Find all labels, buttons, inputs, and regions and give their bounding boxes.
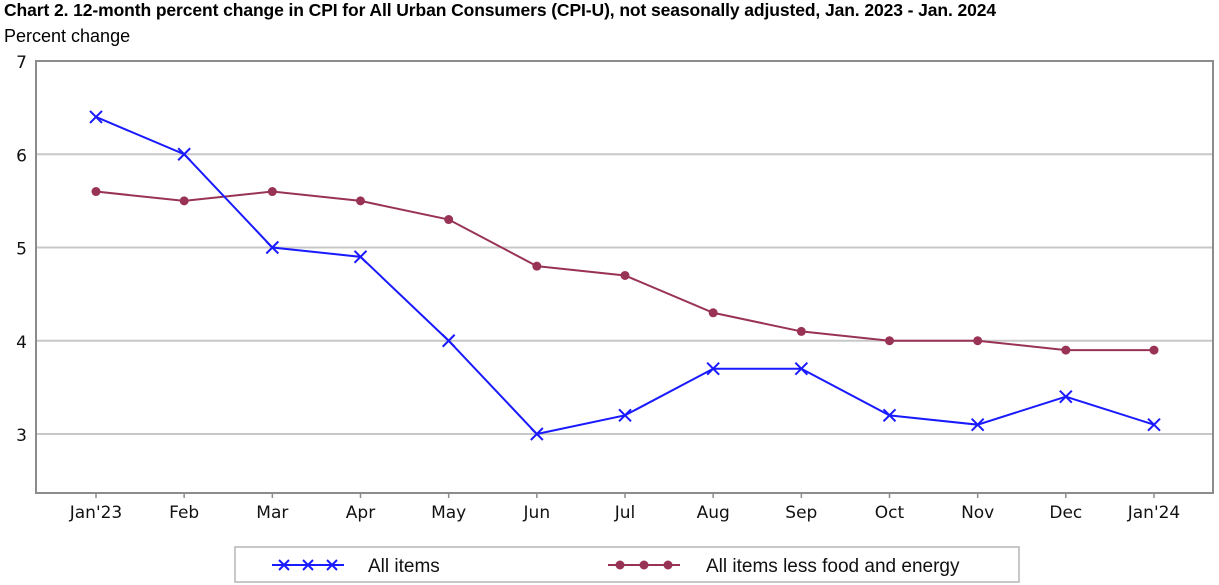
series-line	[95, 190, 1154, 352]
data-point-circle-marker	[973, 336, 983, 346]
legend-label: All items less food and energy	[706, 556, 960, 577]
chart-title: Chart 2. 12-month percent change in CPI …	[4, 0, 997, 20]
data-point-circle-marker	[444, 215, 454, 225]
data-point-x-marker	[794, 362, 809, 376]
legend-x-marker-icon	[302, 559, 314, 571]
data-point-x-marker	[1059, 389, 1073, 404]
series	[89, 110, 1161, 441]
x-tick-label: Jul	[614, 503, 636, 523]
y-tick-label: 5	[16, 240, 27, 260]
legend-circle-marker-icon	[615, 560, 625, 570]
series-core	[91, 187, 1159, 355]
data-point-circle-marker	[91, 187, 101, 197]
x-tick-label: Nov	[961, 503, 994, 523]
x-tick-label: Jan'23	[69, 503, 123, 523]
data-point-x-marker	[441, 334, 456, 348]
x-tick-label: Mar	[256, 503, 288, 523]
legend-item: All items	[272, 556, 440, 577]
x-tick-label: Oct	[875, 503, 905, 523]
data-point-x-marker	[177, 147, 191, 161]
data-point-x-marker	[970, 417, 985, 432]
legend-circle-marker-icon	[663, 560, 673, 570]
x-tick-label: May	[431, 503, 466, 523]
data-point-x-marker	[89, 110, 103, 124]
y-tick-label: 3	[16, 426, 27, 446]
data-point-circle-marker	[1149, 345, 1159, 355]
data-point-x-marker	[706, 362, 720, 376]
data-point-circle-marker	[532, 261, 542, 271]
y-axis-title: Percent change	[4, 26, 131, 46]
legend-item: All items less food and energy	[608, 556, 960, 577]
y-tick-label: 7	[16, 53, 27, 73]
x-tick-label: Apr	[346, 503, 375, 523]
data-point-x-marker	[618, 408, 632, 423]
data-point-circle-marker	[267, 187, 277, 197]
data-point-circle-marker	[708, 308, 718, 318]
data-point-circle-marker	[620, 270, 630, 280]
data-point-circle-marker	[356, 196, 365, 206]
data-point-x-marker	[1147, 417, 1161, 432]
data-point-circle-marker	[1061, 345, 1071, 355]
data-point-x-marker	[882, 408, 897, 423]
legend-label: All items	[368, 556, 440, 577]
y-tick-label: 4	[16, 333, 27, 353]
y-tick-label: 6	[16, 146, 27, 166]
x-tick-label: Jan'24	[1127, 503, 1181, 523]
gridlines	[36, 153, 1213, 435]
x-tick-label: Dec	[1049, 503, 1082, 523]
data-point-circle-marker	[179, 196, 189, 206]
data-point-x-marker	[530, 427, 544, 441]
data-point-circle-marker	[885, 336, 894, 346]
x-tick-label: Feb	[169, 503, 199, 523]
x-axis: Jan'23 Feb Mar Apr May Jun Jul Aug Sep Oct Nov Dec J…	[69, 493, 1181, 523]
legend: All items All items less food and energy	[234, 546, 1020, 583]
legend-x-marker-icon	[278, 559, 290, 571]
x-tick-label: Jun	[523, 503, 551, 523]
data-point-x-marker	[353, 250, 368, 264]
legend-x-marker-icon	[326, 559, 338, 571]
x-tick-label: Aug	[697, 503, 730, 523]
legend-circle-marker-icon	[639, 560, 649, 570]
series-all-items	[89, 110, 1161, 441]
y-axis: 3 4 5 6 7	[16, 53, 27, 446]
data-point-circle-marker	[796, 326, 806, 336]
x-tick-label: Sep	[785, 503, 817, 523]
data-point-x-marker	[265, 240, 280, 255]
